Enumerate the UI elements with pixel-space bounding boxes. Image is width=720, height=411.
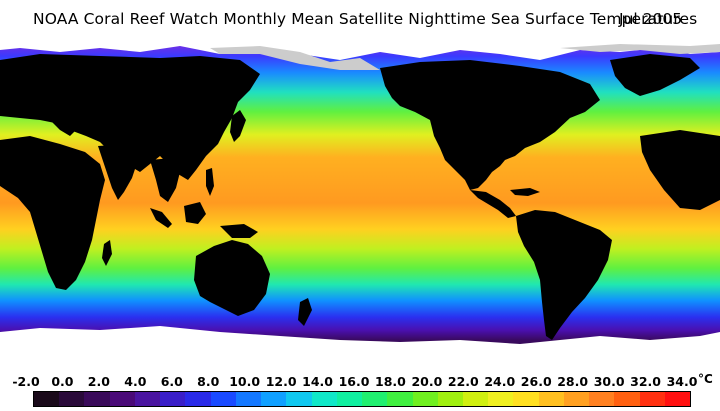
new-guinea — [220, 224, 258, 238]
legend-swatch — [589, 392, 615, 406]
philippines — [206, 168, 214, 196]
legend-swatch — [59, 392, 85, 406]
legend-swatch — [362, 392, 388, 406]
australia — [194, 240, 270, 316]
legend-label: 14.0 — [302, 374, 333, 389]
antarctica-ice — [0, 326, 720, 366]
africa-east — [640, 130, 720, 210]
legend-label: 26.0 — [520, 374, 552, 389]
legend-label: 20.0 — [411, 374, 443, 389]
legend-swatch — [185, 392, 211, 406]
legend-swatch — [412, 392, 438, 406]
arctic-ice — [0, 40, 720, 60]
north-america — [380, 60, 600, 190]
legend-swatch — [160, 392, 186, 406]
color-scale-bar — [33, 391, 691, 407]
legend-swatch — [437, 392, 463, 406]
legend-label: 28.0 — [557, 374, 589, 389]
legend-labels: -2.0 0.0 2.0 4.0 6.0 8.0 10.0 12.0 14.0 16.0 18.0 2… — [0, 374, 720, 392]
legend-swatch — [311, 392, 337, 406]
legend-label: 22.0 — [447, 374, 479, 389]
greenland — [610, 54, 700, 96]
legend-swatch — [235, 392, 262, 406]
legend-label: 10.0 — [229, 374, 261, 389]
caribbean-islands — [510, 188, 540, 196]
sea-surface-temperature-map — [0, 40, 720, 366]
legend-label: 30.0 — [593, 374, 625, 389]
legend-label: 2.0 — [87, 374, 110, 389]
legend-swatch — [261, 392, 287, 406]
legend-swatch — [513, 392, 539, 406]
legend-swatch — [563, 392, 590, 406]
legend-swatch — [462, 392, 489, 406]
legend-swatch — [387, 392, 413, 406]
asia — [0, 54, 260, 180]
legend-swatch — [134, 392, 161, 406]
legend-swatch — [84, 392, 110, 406]
legend-swatch — [488, 392, 514, 406]
legend-label: 16.0 — [338, 374, 370, 389]
india — [98, 144, 138, 200]
legend-label: 4.0 — [124, 374, 147, 389]
map-title-bar: NOAA Coral Reef Watch Monthly Mean Satel… — [0, 10, 720, 32]
borneo — [184, 202, 206, 224]
legend-swatch — [286, 392, 312, 406]
legend-swatch — [614, 392, 640, 406]
arctic-ice-gray — [210, 46, 380, 70]
legend-label: 34.0 — [666, 374, 698, 389]
central-america — [470, 190, 516, 218]
new-zealand — [298, 298, 312, 326]
legend-swatch — [639, 392, 665, 406]
south-america — [516, 210, 612, 340]
legend-label: 0.0 — [51, 374, 74, 389]
legend-label: 24.0 — [484, 374, 516, 389]
madagascar — [102, 240, 112, 266]
legend-swatch — [109, 392, 135, 406]
legend-label: -2.0 — [12, 374, 40, 389]
map-date: Jul 2005 — [619, 10, 683, 28]
legend-swatch — [210, 392, 236, 406]
arctic-ice-gray-2 — [560, 44, 720, 54]
legend-swatch — [34, 392, 60, 406]
legend-unit: °C — [698, 372, 713, 386]
africa — [0, 136, 105, 290]
legend-swatch — [664, 392, 691, 406]
legend-label: 8.0 — [197, 374, 220, 389]
legend-swatch — [336, 392, 363, 406]
legend-swatch — [538, 392, 564, 406]
japan — [230, 110, 246, 142]
indochina — [150, 158, 180, 202]
legend-label: 12.0 — [265, 374, 297, 389]
legend-label: 18.0 — [375, 374, 406, 389]
sumatra — [150, 208, 172, 228]
legend-label: 6.0 — [160, 374, 183, 389]
legend-label: 32.0 — [630, 374, 661, 389]
map-title: NOAA Coral Reef Watch Monthly Mean Satel… — [33, 10, 698, 28]
